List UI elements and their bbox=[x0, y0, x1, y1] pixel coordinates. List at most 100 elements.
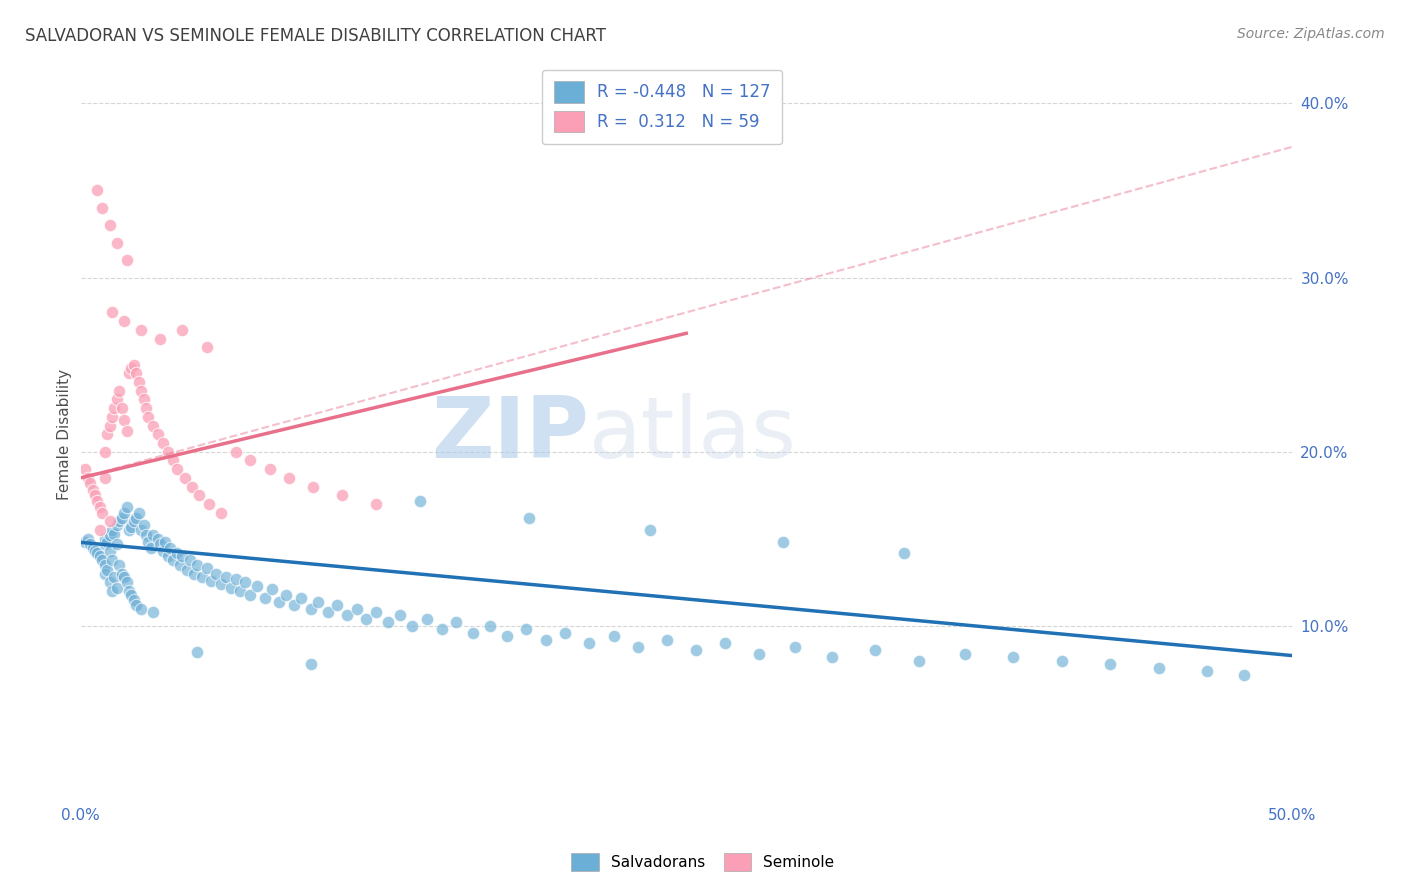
Text: SALVADORAN VS SEMINOLE FEMALE DISABILITY CORRELATION CHART: SALVADORAN VS SEMINOLE FEMALE DISABILITY… bbox=[25, 27, 606, 45]
Point bbox=[129, 601, 152, 615]
Point bbox=[112, 413, 135, 427]
Point bbox=[302, 480, 325, 494]
Point bbox=[444, 615, 467, 630]
Point bbox=[239, 453, 262, 467]
Point bbox=[129, 384, 152, 398]
Point bbox=[259, 462, 281, 476]
Point bbox=[93, 444, 115, 458]
Point bbox=[128, 506, 150, 520]
Point bbox=[172, 549, 194, 564]
Point bbox=[98, 544, 121, 558]
Point bbox=[253, 591, 276, 605]
Point bbox=[578, 636, 600, 650]
Point bbox=[1197, 665, 1219, 679]
Point bbox=[91, 553, 114, 567]
Text: Source: ZipAtlas.com: Source: ZipAtlas.com bbox=[1237, 27, 1385, 41]
Point bbox=[554, 626, 576, 640]
Point bbox=[105, 392, 128, 407]
Point bbox=[120, 519, 142, 533]
Point bbox=[239, 588, 262, 602]
Point bbox=[118, 367, 141, 381]
Point bbox=[108, 558, 131, 572]
Point bbox=[129, 523, 152, 537]
Point bbox=[128, 375, 150, 389]
Point bbox=[356, 612, 378, 626]
Point bbox=[377, 615, 399, 630]
Point bbox=[84, 544, 107, 558]
Point bbox=[159, 541, 181, 555]
Point bbox=[103, 526, 125, 541]
Point bbox=[112, 506, 135, 520]
Point bbox=[209, 577, 232, 591]
Point bbox=[96, 563, 118, 577]
Point bbox=[86, 184, 108, 198]
Point bbox=[176, 563, 198, 577]
Point bbox=[1050, 654, 1073, 668]
Point bbox=[149, 332, 172, 346]
Point bbox=[118, 584, 141, 599]
Point bbox=[96, 535, 118, 549]
Point bbox=[316, 605, 339, 619]
Point bbox=[84, 488, 107, 502]
Point bbox=[290, 591, 312, 605]
Point bbox=[103, 570, 125, 584]
Point bbox=[515, 623, 537, 637]
Point bbox=[105, 537, 128, 551]
Point bbox=[152, 436, 174, 450]
Point bbox=[181, 480, 204, 494]
Point bbox=[162, 553, 184, 567]
Point bbox=[115, 253, 138, 268]
Point bbox=[785, 640, 807, 654]
Point bbox=[233, 575, 256, 590]
Point bbox=[108, 384, 131, 398]
Point bbox=[101, 409, 124, 424]
Point bbox=[156, 444, 179, 458]
Point bbox=[103, 401, 125, 416]
Point bbox=[101, 523, 124, 537]
Point bbox=[865, 643, 887, 657]
Point bbox=[146, 427, 169, 442]
Point bbox=[186, 645, 208, 659]
Point bbox=[111, 401, 134, 416]
Point bbox=[91, 201, 114, 215]
Point bbox=[135, 528, 157, 542]
Point bbox=[246, 579, 269, 593]
Text: ZIP: ZIP bbox=[432, 392, 589, 475]
Y-axis label: Female Disability: Female Disability bbox=[58, 368, 72, 500]
Point bbox=[125, 598, 148, 612]
Point bbox=[330, 488, 353, 502]
Point bbox=[283, 598, 305, 612]
Point bbox=[195, 340, 218, 354]
Point bbox=[142, 605, 165, 619]
Point bbox=[200, 574, 222, 588]
Point bbox=[105, 235, 128, 250]
Point bbox=[82, 541, 104, 555]
Point bbox=[190, 570, 212, 584]
Point bbox=[79, 476, 101, 491]
Point bbox=[479, 619, 502, 633]
Point bbox=[93, 566, 115, 581]
Point bbox=[820, 650, 842, 665]
Point bbox=[430, 623, 453, 637]
Point bbox=[326, 598, 349, 612]
Point bbox=[198, 497, 221, 511]
Point bbox=[1099, 657, 1122, 672]
Point bbox=[166, 546, 188, 560]
Point bbox=[416, 612, 439, 626]
Point bbox=[120, 361, 142, 376]
Point bbox=[93, 532, 115, 546]
Point bbox=[82, 483, 104, 497]
Point bbox=[132, 517, 155, 532]
Point bbox=[93, 537, 115, 551]
Point bbox=[146, 532, 169, 546]
Point bbox=[101, 584, 124, 599]
Point bbox=[138, 535, 160, 549]
Point bbox=[98, 515, 121, 529]
Point bbox=[125, 511, 148, 525]
Point bbox=[186, 558, 208, 572]
Point bbox=[112, 314, 135, 328]
Point bbox=[195, 561, 218, 575]
Point bbox=[188, 488, 211, 502]
Point bbox=[748, 647, 770, 661]
Point bbox=[638, 523, 661, 537]
